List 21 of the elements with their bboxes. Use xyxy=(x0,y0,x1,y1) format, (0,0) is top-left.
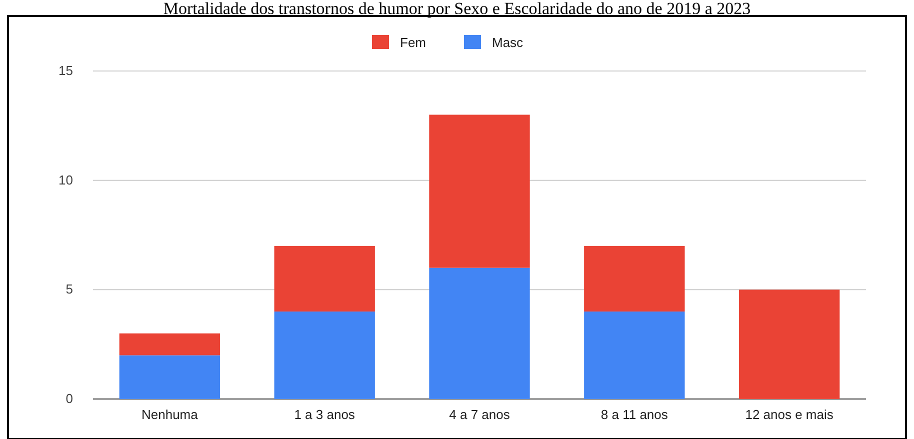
x-tick-label: 8 a 11 anos xyxy=(600,407,668,422)
bar xyxy=(274,312,375,399)
bar xyxy=(274,246,375,312)
x-tick-label: 1 a 3 anos xyxy=(294,407,356,422)
y-tick-label: 0 xyxy=(66,391,73,406)
bar xyxy=(429,114,530,268)
x-tick-label: 4 a 7 anos xyxy=(449,407,510,422)
bar xyxy=(584,246,685,312)
x-tick-label: 12 anos e mais xyxy=(745,407,834,422)
bar xyxy=(119,333,220,356)
y-tick-label: 10 xyxy=(58,172,73,188)
bar xyxy=(119,355,220,399)
bar xyxy=(584,312,685,399)
bar xyxy=(738,290,840,399)
legend-label: Masc xyxy=(492,35,524,50)
x-tick-label: Nenhuma xyxy=(141,407,199,422)
y-tick-label: 5 xyxy=(66,282,73,297)
legend-label: Fem xyxy=(400,35,426,50)
bar xyxy=(429,268,530,399)
chart-title: Mortalidade dos transtornos de humor por Sexo e Escolaridade do ano de 2019 a 2023 xyxy=(163,0,751,18)
y-tick-label: 15 xyxy=(58,63,73,78)
